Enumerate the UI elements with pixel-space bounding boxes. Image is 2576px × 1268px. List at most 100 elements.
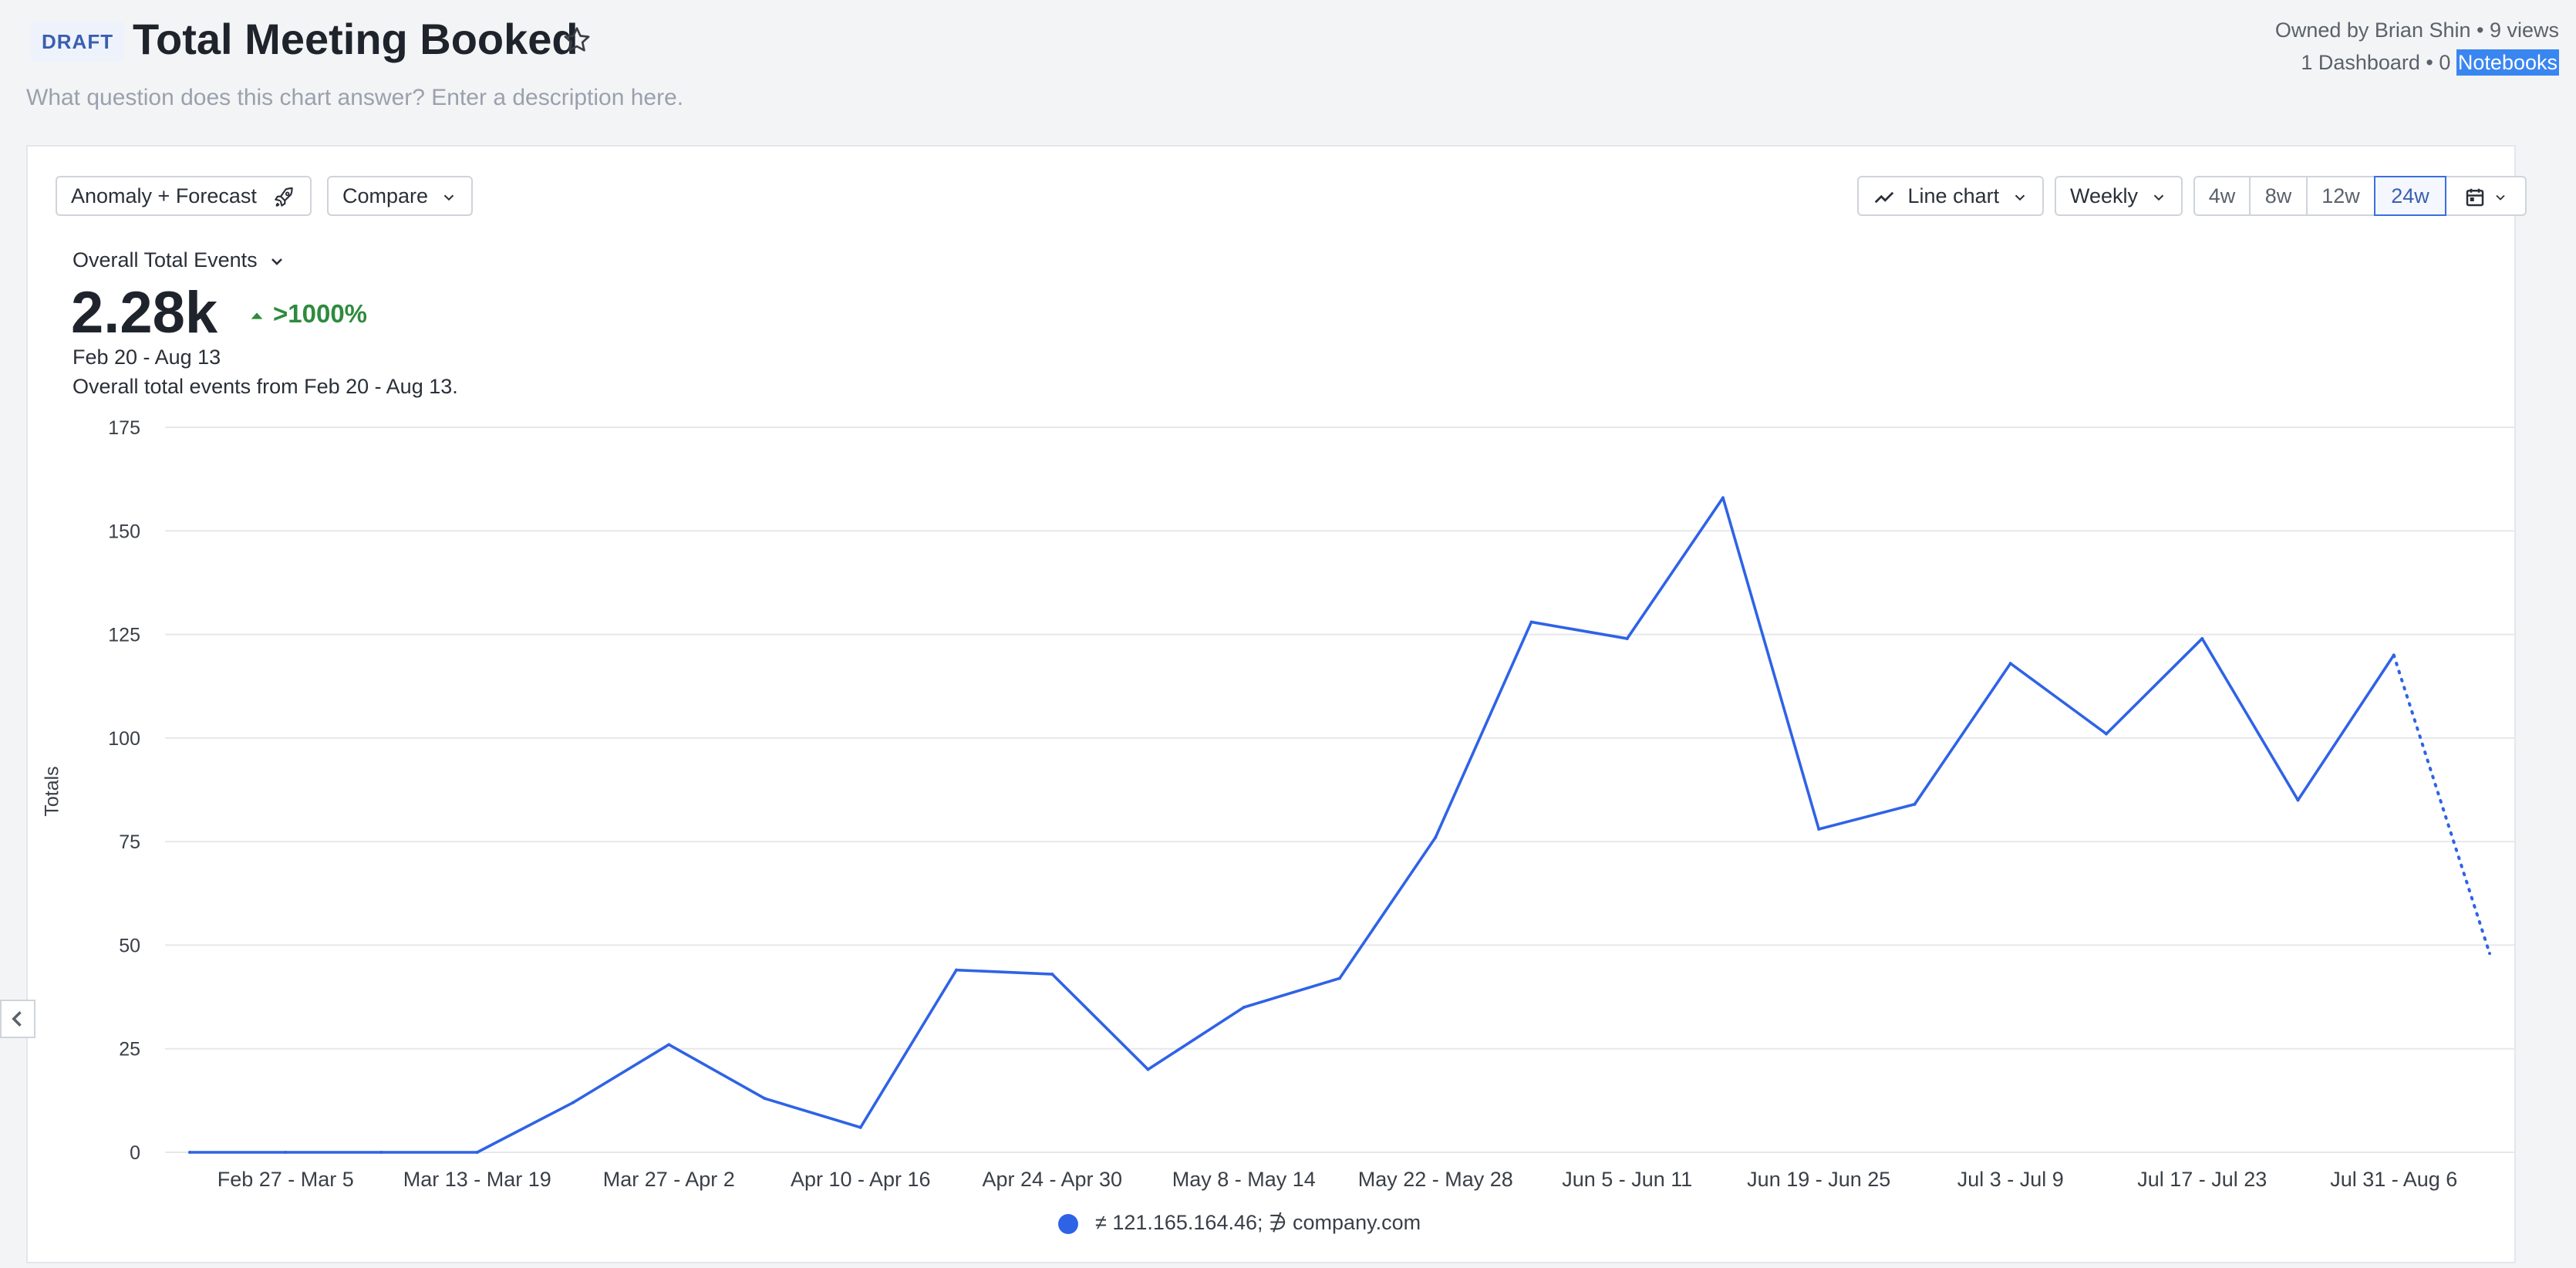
chevron-down-icon bbox=[443, 194, 453, 201]
arrow-up-icon bbox=[251, 312, 263, 319]
y-tick-label: 50 bbox=[119, 935, 140, 956]
metric-selector-label: Overall Total Events bbox=[72, 248, 258, 271]
series-line-segment bbox=[763, 1097, 862, 1129]
collapse-panel-button[interactable] bbox=[0, 1000, 35, 1038]
y-tick-label: 100 bbox=[108, 728, 140, 750]
chevron-down-icon bbox=[2496, 194, 2505, 201]
page-title[interactable]: Total Meeting Booked bbox=[133, 15, 578, 63]
series-line-segment bbox=[1817, 803, 1917, 831]
metric-note: Overall total events from Feb 20 - Aug 1… bbox=[72, 375, 458, 398]
y-tick-label: 150 bbox=[108, 521, 140, 542]
data-point bbox=[1338, 976, 1341, 980]
data-point bbox=[1050, 973, 1054, 976]
metric-selector[interactable]: Overall Total Events bbox=[72, 248, 286, 272]
chart-type-label: Line chart bbox=[1907, 184, 2000, 207]
series-line-segment bbox=[1625, 496, 1725, 640]
anomaly-forecast-button[interactable]: Anomaly + Forecast bbox=[56, 176, 312, 216]
y-axis-title: Totals bbox=[41, 766, 63, 817]
series-incomplete-segment bbox=[2392, 653, 2491, 956]
x-tick-label: Jun 19 - Jun 25 bbox=[1747, 1168, 1890, 1191]
data-point bbox=[1242, 1006, 1246, 1009]
x-tick-label: May 8 - May 14 bbox=[1172, 1168, 1316, 1191]
data-point bbox=[1817, 828, 1821, 831]
interval-dropdown[interactable]: Weekly bbox=[2055, 176, 2183, 216]
chevron-down-icon bbox=[2015, 194, 2025, 201]
chevron-left-icon bbox=[12, 1011, 22, 1027]
series-line-segment bbox=[1050, 973, 1150, 1071]
data-point bbox=[379, 1151, 383, 1154]
chevron-down-icon bbox=[2153, 194, 2163, 201]
range-24w[interactable]: 24w bbox=[2374, 176, 2446, 216]
chart-type-dropdown[interactable]: Line chart bbox=[1857, 176, 2044, 216]
y-tick-label: 25 bbox=[119, 1039, 140, 1061]
data-point bbox=[1721, 496, 1725, 500]
series-line-segment bbox=[1242, 976, 1341, 1009]
x-tick-label: Mar 13 - Mar 19 bbox=[403, 1168, 551, 1191]
data-point bbox=[763, 1097, 767, 1101]
series-line-segment bbox=[1146, 1006, 1246, 1071]
data-point bbox=[188, 1151, 191, 1154]
series-line-segment bbox=[475, 1101, 575, 1154]
y-tick-label: 125 bbox=[108, 625, 140, 646]
legend-series-label: ≠ 121.165.164.46; ∌ company.com bbox=[1095, 1211, 1421, 1234]
series-line-segment bbox=[1338, 835, 1438, 980]
data-point bbox=[858, 1125, 862, 1129]
anomaly-forecast-label: Anomaly + Forecast bbox=[71, 184, 257, 207]
series-line-segment bbox=[2105, 637, 2204, 736]
metric-delta: >1000% bbox=[248, 299, 367, 329]
x-tick-label: Apr 24 - Apr 30 bbox=[982, 1168, 1122, 1191]
y-tick-label: 0 bbox=[130, 1142, 140, 1164]
description-input[interactable]: What question does this chart answer? En… bbox=[26, 85, 684, 110]
x-tick-label: Mar 27 - Apr 2 bbox=[603, 1168, 735, 1191]
data-point bbox=[1434, 835, 1438, 839]
x-tick-label: Feb 27 - Mar 5 bbox=[217, 1168, 354, 1191]
data-point bbox=[2488, 952, 2491, 956]
x-tick-label: Jun 5 - Jun 11 bbox=[1562, 1168, 1692, 1191]
date-picker-button[interactable] bbox=[2445, 176, 2527, 216]
series-line-segment bbox=[858, 968, 958, 1129]
data-point bbox=[1529, 620, 1533, 624]
data-point bbox=[1913, 802, 1917, 806]
series-line-segment bbox=[1913, 662, 2012, 806]
y-tick-label: 75 bbox=[119, 831, 140, 853]
star-icon[interactable] bbox=[561, 25, 592, 56]
data-point bbox=[955, 968, 958, 972]
x-tick-label: Jul 3 - Jul 9 bbox=[1957, 1168, 2064, 1191]
range-8w[interactable]: 8w bbox=[2249, 176, 2308, 216]
data-point bbox=[475, 1151, 479, 1154]
series-line-segment bbox=[1529, 620, 1629, 640]
usage-links: 1 Dashboard • 0 Notebooks bbox=[2301, 49, 2559, 76]
legend-swatch bbox=[1058, 1213, 1078, 1234]
x-tick-label: Apr 10 - Apr 16 bbox=[791, 1168, 931, 1191]
data-point bbox=[2105, 732, 2108, 736]
series-line-segment bbox=[2200, 637, 2300, 802]
chevron-down-icon bbox=[271, 258, 283, 265]
data-point bbox=[1625, 636, 1629, 640]
range-4w[interactable]: 4w bbox=[2193, 176, 2251, 216]
data-point bbox=[2296, 798, 2300, 802]
x-tick-label: Jul 31 - Aug 6 bbox=[2330, 1168, 2457, 1191]
data-point bbox=[1146, 1067, 1150, 1071]
chart-header: DRAFT Total Meeting Booked What question… bbox=[0, 0, 2576, 139]
data-point bbox=[667, 1043, 671, 1047]
compare-button[interactable]: Compare bbox=[327, 176, 473, 216]
metric-delta-value: >1000% bbox=[273, 299, 368, 328]
series-line-segment bbox=[2008, 662, 2108, 736]
notebooks-link[interactable]: Notebooks bbox=[2456, 49, 2559, 76]
data-point bbox=[2392, 653, 2396, 657]
metric-date-range: Feb 20 - Aug 13 bbox=[72, 346, 221, 369]
data-point bbox=[2008, 662, 2012, 666]
series-line-segment bbox=[667, 1043, 767, 1100]
data-point bbox=[2200, 636, 2204, 640]
series-line-segment bbox=[1721, 496, 1821, 831]
draft-badge: DRAFT bbox=[31, 22, 125, 62]
chart-legend[interactable]: ≠ 121.165.164.46; ∌ company.com bbox=[1058, 1211, 1421, 1235]
compare-label: Compare bbox=[342, 184, 429, 207]
rocket-icon bbox=[275, 187, 294, 207]
calendar-icon bbox=[2466, 188, 2484, 207]
metric-value: 2.28k bbox=[71, 280, 218, 346]
chart-panel: Anomaly + Forecast Compare Line chart We… bbox=[26, 145, 2527, 1263]
series-line-segment bbox=[2296, 653, 2396, 802]
y-tick-label: 175 bbox=[108, 417, 140, 439]
